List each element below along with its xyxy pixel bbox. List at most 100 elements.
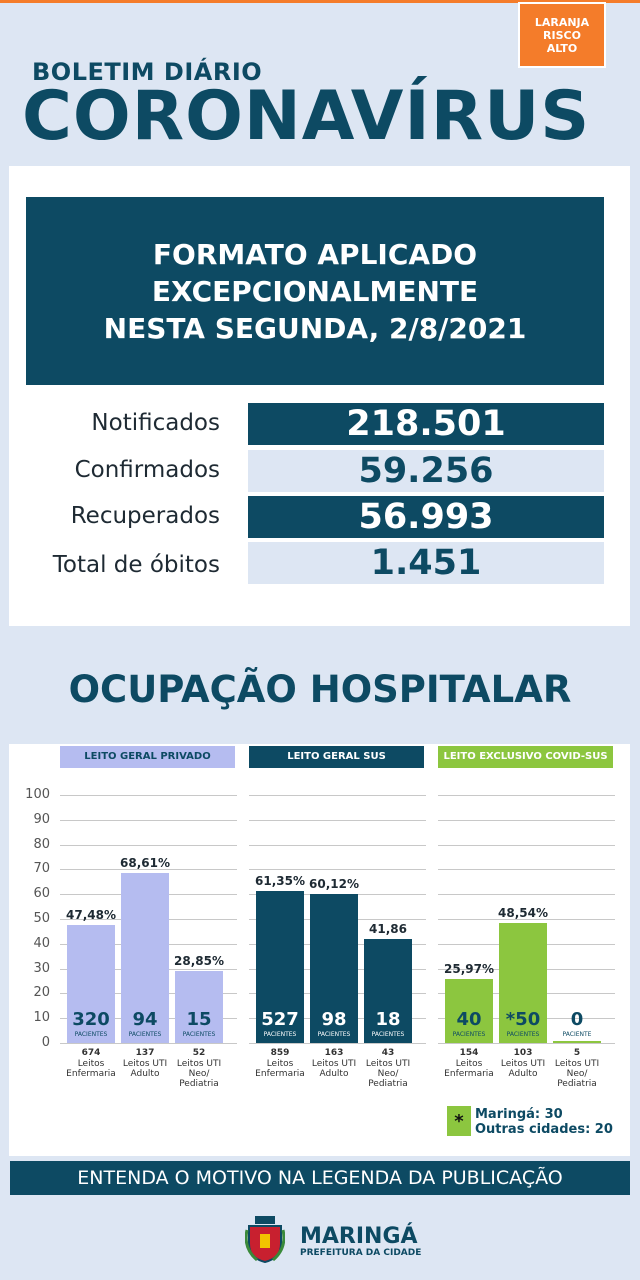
- grid-line: [249, 820, 426, 821]
- grid-line: [438, 795, 615, 796]
- bar-patient-unit: PACIENTES: [182, 1031, 216, 1038]
- legend-asterisk-marker: *: [447, 1106, 471, 1136]
- footer-banner: ENTENDA O MOTIVO NA LEGENDA DA PUBLICAÇÃ…: [10, 1161, 630, 1195]
- stat-label-recovered: Recuperados: [70, 503, 220, 529]
- notice-line-2: EXCEPCIONALMENTE: [151, 274, 479, 308]
- bar-bed-count: 154: [459, 1048, 479, 1058]
- notice-line-3: NESTA SEGUNDA, 2/8/2021: [103, 311, 527, 345]
- bar-patient-unit: PACIENTES: [371, 1031, 405, 1038]
- legend-line-other-cities: Outras cidades: 20: [475, 1122, 613, 1137]
- bar-bed-count: 52: [192, 1048, 206, 1058]
- y-tick-label: 80: [33, 836, 50, 852]
- bar-patient-unit: PACIENTE: [562, 1031, 592, 1038]
- chart-bar: [67, 925, 115, 1043]
- stat-value-deaths: 1.451: [248, 542, 604, 584]
- brand-subtitle: PREFEITURA DA CIDADE: [300, 1248, 422, 1258]
- bar-percent-label: 28,85%: [174, 954, 224, 969]
- grid-line: [60, 795, 237, 796]
- bar-patient-unit: PACIENTES: [74, 1031, 108, 1038]
- bar-patient-count: 98: [321, 1009, 347, 1030]
- bar-patient-unit: PACIENTES: [317, 1031, 351, 1038]
- bar-category-label: Leitos UTI Neo/ Pediatria: [554, 1059, 600, 1089]
- grid-line: [438, 894, 615, 895]
- grid-line: [60, 1043, 237, 1044]
- bar-category-label: Leitos UTI Adulto: [311, 1059, 357, 1079]
- y-tick-label: 70: [33, 861, 50, 877]
- bar-percent-label: 60,12%: [309, 876, 359, 891]
- section-title: OCUPAÇÃO HOSPITALAR: [68, 668, 572, 711]
- bar-bed-count: 137: [135, 1048, 155, 1058]
- page-title: CORONAVÍRUS: [22, 77, 591, 156]
- grid-line: [438, 845, 615, 846]
- bar-bed-count: 674: [81, 1048, 101, 1058]
- bar-patient-count: 40: [456, 1009, 482, 1030]
- bar-patient-count: 15: [186, 1009, 212, 1030]
- bar-patient-count: *50: [505, 1009, 541, 1030]
- bar-percent-label: 47,48%: [66, 908, 116, 923]
- bar-bed-count: 5: [573, 1048, 581, 1058]
- y-tick-label: 20: [33, 985, 50, 1001]
- bar-patient-unit: PACIENTES: [506, 1031, 540, 1038]
- bar-patient-unit: PACIENTES: [128, 1031, 162, 1038]
- grid-line: [249, 845, 426, 846]
- stat-value-recovered: 56.993: [248, 496, 604, 538]
- bar-patient-count: 18: [375, 1009, 401, 1030]
- y-tick-label: 50: [33, 911, 50, 926]
- stat-label-deaths: Total de óbitos: [52, 552, 220, 578]
- bar-category-label: Leitos Enfermaria: [66, 1059, 116, 1079]
- y-tick-label: 10: [33, 1010, 50, 1026]
- group-header: LEITO GERAL SUS: [249, 746, 424, 768]
- risk-badge-line-3: ALTO: [546, 41, 578, 55]
- bar-category-label: Leitos Enfermaria: [255, 1059, 305, 1079]
- notice-line-1: FORMATO APLICADO: [152, 237, 478, 271]
- bar-bed-count: 43: [381, 1048, 395, 1058]
- chart-bar: [256, 890, 304, 1043]
- grid-line: [438, 869, 615, 870]
- bar-category-label: Leitos UTI Neo/ Pediatria: [176, 1059, 222, 1089]
- chart-bar: [121, 872, 169, 1043]
- bar-percent-label: 25,97%: [444, 961, 494, 976]
- chart-bar: [310, 893, 358, 1043]
- bar-percent-label: 61,35%: [255, 873, 305, 888]
- stat-value-notified: 218.501: [248, 403, 604, 445]
- chart-bar: [499, 922, 547, 1043]
- bar-bed-count: 859: [270, 1048, 290, 1058]
- y-tick-label: 90: [33, 811, 50, 827]
- grid-line: [249, 1043, 426, 1044]
- bar-category-label: Leitos UTI Adulto: [500, 1059, 546, 1079]
- grid-line: [438, 919, 615, 920]
- chart-bar: [445, 978, 493, 1043]
- bar-category-label: Leitos UTI Neo/ Pediatria: [365, 1059, 411, 1089]
- city-crest-icon: [244, 1214, 286, 1264]
- grid-line: [60, 845, 237, 846]
- bar-patient-count: 0: [570, 1009, 584, 1030]
- bulletin-kicker: BOLETIM DIÁRIO: [32, 58, 263, 86]
- risk-badge-line-1: LARANJA: [534, 15, 590, 29]
- grid-line: [438, 820, 615, 821]
- grid-line: [249, 869, 426, 870]
- y-tick-label: 40: [33, 935, 50, 951]
- grid-line: [249, 795, 426, 796]
- grid-line: [60, 820, 237, 821]
- bar-bed-count: 103: [513, 1048, 533, 1058]
- risk-badge-line-2: RISCO: [543, 28, 581, 42]
- notice-banner: FORMATO APLICADO EXCEPCIONALMENTE NESTA …: [26, 197, 604, 385]
- chart-bar: [175, 971, 223, 1043]
- bar-percent-label: 48,54%: [498, 905, 548, 920]
- bar-patient-count: 320: [72, 1009, 110, 1030]
- bar-category-label: Leitos Enfermaria: [444, 1059, 494, 1079]
- bar-percent-label: 68,61%: [120, 855, 170, 870]
- risk-badge: LARANJA RISCO ALTO: [518, 2, 606, 68]
- group-header: LEITO GERAL PRIVADO: [60, 746, 235, 768]
- bar-category-label: Leitos UTI Adulto: [122, 1059, 168, 1079]
- y-tick-label: 0: [41, 1035, 50, 1050]
- bar-patient-count: 94: [132, 1009, 158, 1030]
- y-tick-label: 30: [33, 960, 50, 976]
- bar-patient-unit: PACIENTES: [452, 1031, 486, 1038]
- legend-line-maringa: Maringá: 30: [475, 1107, 563, 1122]
- group-header: LEITO EXCLUSIVO COVID-SUS: [438, 746, 613, 768]
- bar-patient-unit: PACIENTES: [263, 1031, 297, 1038]
- bar-patient-count: 527: [261, 1009, 299, 1030]
- bar-percent-label: 41,86: [369, 922, 407, 937]
- chart-bar: [364, 939, 412, 1043]
